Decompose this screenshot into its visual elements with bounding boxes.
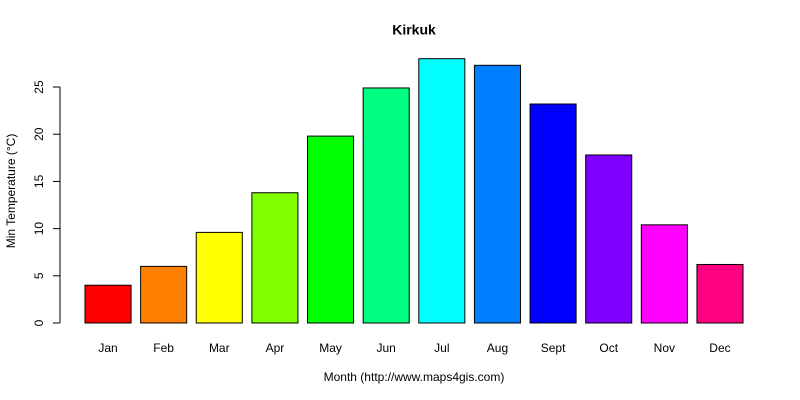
- x-tick-label: Jun: [377, 341, 396, 355]
- x-tick-label: Nov: [654, 341, 675, 355]
- bar: [195, 231, 243, 324]
- bar: [529, 103, 577, 324]
- x-tick-label: Apr: [266, 341, 285, 355]
- x-tick-label: Feb: [153, 341, 174, 355]
- bar: [585, 154, 633, 324]
- x-axis-label: Month (http://www.maps4gis.com): [324, 370, 505, 384]
- bar: [140, 265, 188, 324]
- bar: [640, 224, 688, 324]
- bar: [84, 284, 132, 324]
- y-tick-label: 5: [32, 272, 46, 279]
- x-tick-label: May: [319, 341, 342, 355]
- y-tick-label: 15: [32, 174, 46, 188]
- x-tick-label: Sept: [541, 341, 566, 355]
- x-tick-label: Oct: [599, 341, 618, 355]
- bar: [418, 58, 466, 324]
- chart-title: Kirkuk: [392, 22, 436, 38]
- y-tick-label: 20: [32, 127, 46, 141]
- y-tick-label: 10: [32, 222, 46, 236]
- x-tick-label: Jul: [434, 341, 449, 355]
- bar: [251, 192, 299, 324]
- x-tick-label: Jan: [98, 341, 117, 355]
- y-tick-label: 0: [32, 319, 46, 326]
- y-axis-label: Min Temperature (°C): [4, 134, 18, 249]
- x-tick-label: Aug: [487, 341, 508, 355]
- x-tick-label: Dec: [709, 341, 730, 355]
- bar: [307, 135, 355, 324]
- bar: [473, 64, 521, 324]
- y-tick-label: 25: [32, 80, 46, 94]
- bar: [362, 87, 410, 324]
- x-tick-label: Mar: [209, 341, 230, 355]
- bar: [696, 263, 744, 324]
